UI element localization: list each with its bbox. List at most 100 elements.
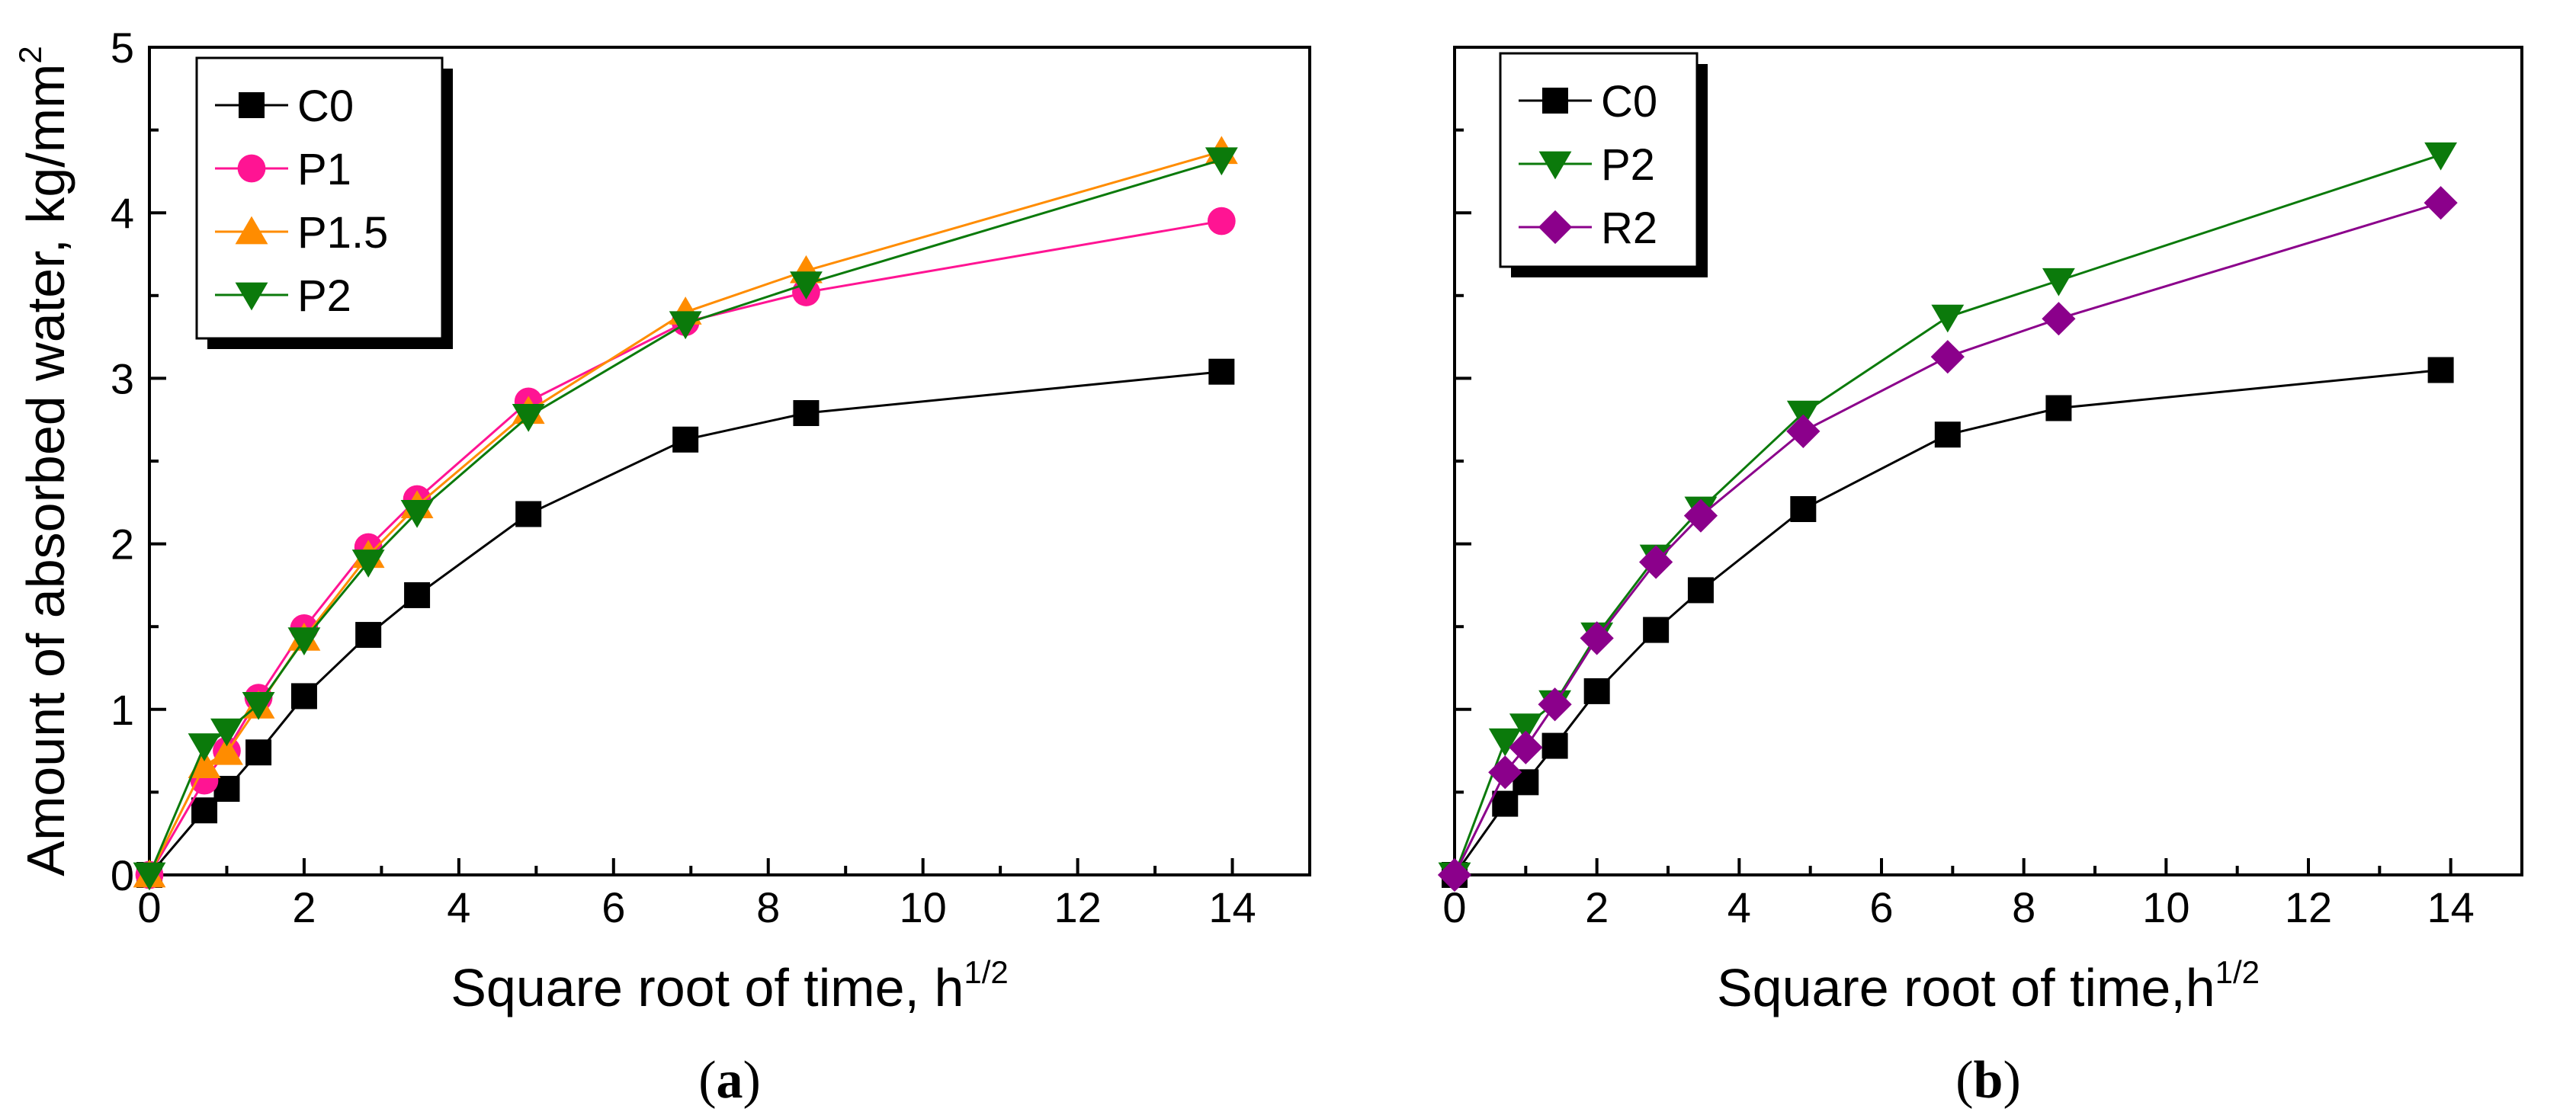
data-point-p2 [790,271,823,300]
data-point-c0 [672,426,699,453]
y-axis-label: Amount of absorbed water, kg/mm2 [12,46,75,876]
panel-label-b: (b) [1955,1051,2021,1110]
data-point-p2 [400,500,434,528]
legend-marker-r2 [1538,210,1573,245]
data-point-c0 [404,582,431,608]
series-p2 [133,147,1238,891]
series-layer [1437,142,2458,892]
x-tick-label: 14 [1208,883,1256,931]
y-ticks: 0 1 2 3 4 5 [111,24,166,899]
series-r2 [1437,186,2458,892]
data-point-p2 [1205,147,1238,176]
data-point-r2 [2042,302,2076,336]
x-tick-label: 0 [137,883,161,931]
data-point-c0 [245,739,272,766]
x-tick-label: 2 [1585,883,1609,931]
legend-label: P2 [1601,140,1655,190]
x-tick-label: 4 [447,883,470,931]
y-tick-label: 3 [111,354,134,402]
y-tick-label: 1 [111,686,134,734]
data-point-p2 [287,627,321,655]
x-tick-label: 2 [292,883,316,931]
data-point-c0 [1687,577,1714,604]
data-point-c0 [2045,395,2072,421]
panel-label-a: (a) [698,1051,761,1110]
legend-label: P2 [297,271,351,321]
y-tick-label: 5 [111,24,134,72]
data-point-c0 [515,501,542,527]
data-point-c0 [1934,421,1961,448]
y-tick-label: 2 [111,521,134,569]
legend-entry-c0: C0 [215,82,354,131]
legend: C0 P1 P1.5 P2 [195,56,453,349]
data-point-p2 [351,549,385,578]
data-point-p2 [2424,142,2458,171]
data-point-c0 [355,622,382,649]
y-tick-label: 4 [111,189,134,237]
x-tick-label: 14 [2427,883,2475,931]
data-point-r2 [1488,755,1522,790]
legend-label: P1 [297,145,351,194]
legend-label: C0 [297,82,354,131]
data-point-p2 [133,862,166,891]
legend-label: P1.5 [297,208,388,258]
x-tick-label: 10 [2142,883,2189,931]
data-point-c0 [1643,617,1670,643]
legend-box [1499,52,1699,268]
data-point-p2 [210,718,243,747]
data-point-p1-5 [188,750,221,778]
y-tick-label: 0 [111,851,134,899]
data-point-r2 [1437,857,1472,892]
legend-marker-p1 [237,154,266,183]
data-point-c0 [1541,732,1568,759]
data-point-r2 [1538,687,1572,722]
legend-entry-p2: P2 [1519,140,1655,190]
legend-label: R2 [1601,203,1657,253]
data-point-p2 [188,733,221,761]
data-point-p2 [669,311,702,340]
legend-entry-p2: P2 [215,271,351,321]
data-point-p2 [242,691,275,720]
data-point-p2 [1488,728,1522,757]
data-point-c0 [290,683,317,710]
data-point-c0 [793,400,820,427]
x-tick-label: 4 [1727,883,1751,931]
legend-marker-p2 [1538,151,1572,180]
legend-marker-c0 [239,92,265,118]
legend-marker-p1-5 [235,216,268,245]
data-point-r2 [1930,340,1965,374]
x-tick-label: 6 [1869,883,1893,931]
series-layer [133,136,1238,891]
legend: C0 P2 R2 [1499,52,1708,277]
data-point-r2 [1509,730,1543,764]
data-point-p1-5 [210,736,243,765]
legend-entry-c0: C0 [1519,77,1657,127]
data-point-r2 [1580,621,1614,655]
data-point-p2 [1931,304,1965,333]
data-point-r2 [1786,414,1821,449]
x-tick-label: 12 [2285,883,2332,931]
data-point-r2 [1683,498,1718,533]
data-point-p2 [2042,268,2075,296]
legend-marker-c0 [1542,88,1568,114]
data-point-c0 [2427,357,2454,383]
x-tick-label: 8 [2012,883,2035,931]
legend-entry-r2: R2 [1519,203,1657,253]
legend-entry-p1: P1 [215,145,351,194]
x-ticks: 0 2 4 6 8 10 12 14 [1442,858,2523,931]
legend-label: C0 [1601,77,1657,127]
x-axis-label: Square root of time,h1/2 [1717,954,2260,1017]
data-point-c0 [1790,495,1817,522]
legend-entry-p1-5: P1.5 [215,208,388,258]
data-point-p1 [1207,207,1236,235]
data-point-r2 [2424,186,2458,220]
data-point-p2 [1509,713,1542,742]
x-tick-label: 6 [601,883,625,931]
x-tick-label: 12 [1054,883,1101,931]
x-tick-label: 10 [900,883,947,931]
data-point-c0 [1208,358,1235,385]
legend-marker-p2 [235,282,268,311]
data-point-c0 [1583,678,1610,704]
